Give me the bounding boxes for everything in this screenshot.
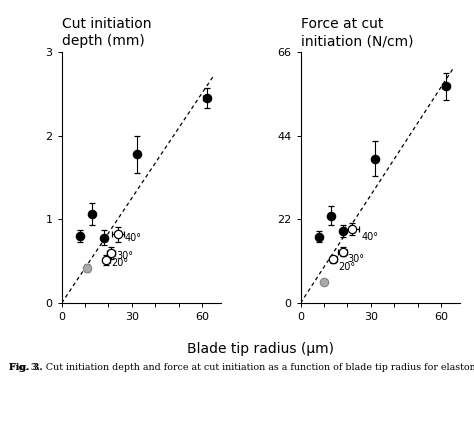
Text: Fig. 3.: Fig. 3.	[9, 363, 43, 372]
Text: 40°: 40°	[125, 233, 142, 243]
Text: 20°: 20°	[111, 258, 128, 268]
Text: Cut initiation
depth (mm): Cut initiation depth (mm)	[62, 17, 151, 48]
Text: 40°: 40°	[361, 232, 378, 242]
Text: 30°: 30°	[347, 254, 365, 264]
Text: Blade tip radius (μm): Blade tip radius (μm)	[187, 342, 334, 355]
Text: 30°: 30°	[117, 251, 134, 261]
Text: Force at cut
initiation (N/cm): Force at cut initiation (N/cm)	[301, 17, 413, 48]
Text: 20°: 20°	[338, 262, 355, 272]
Text: Fig. 3.  Cut initiation depth and force at cut initiation as a function of blade: Fig. 3. Cut initiation depth and force a…	[9, 363, 474, 372]
